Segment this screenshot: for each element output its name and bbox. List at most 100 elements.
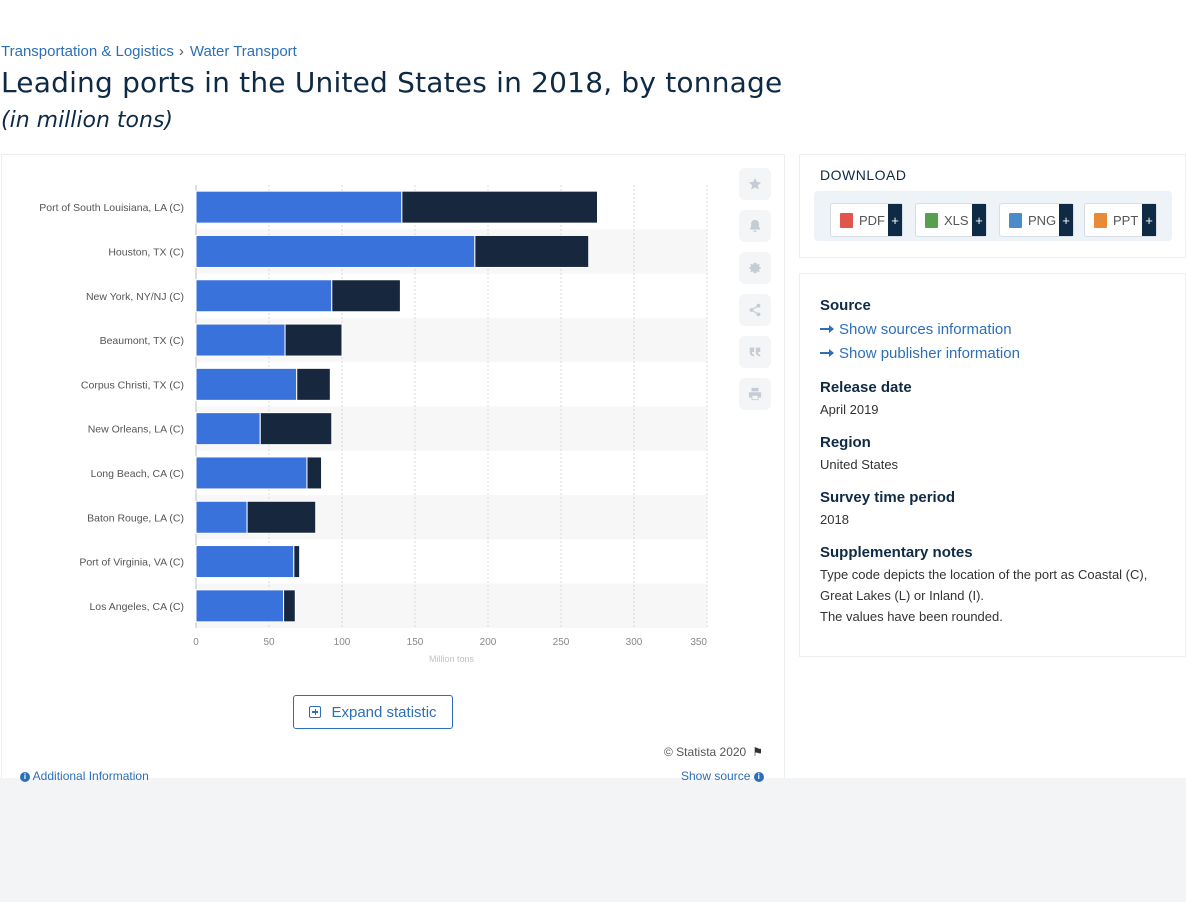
category-label: New Orleans, LA (C): [88, 424, 184, 436]
survey-period-heading: Survey time period: [820, 489, 956, 506]
xls-file-icon: [925, 212, 938, 228]
copyright-text: © Statista 2020: [664, 745, 747, 759]
show-source-label: Show source: [681, 769, 751, 783]
bar-segment-series-2: [284, 323, 343, 357]
statistic-info-panel: Source Show sources information Show pub…: [799, 273, 1186, 657]
page-subtitle: (in million tons): [1, 108, 173, 133]
plus-icon: +: [888, 204, 902, 236]
chart-action-bar: [739, 168, 773, 420]
supplementary-notes-text: Type code depicts the location of the po…: [820, 567, 1148, 603]
bar-segment-series-2: [474, 234, 590, 268]
expand-icon: [309, 706, 322, 718]
plus-icon: +: [972, 204, 986, 236]
bar-segment-series-2: [259, 412, 333, 446]
bar-segment-series-1: [195, 190, 403, 224]
bar-chart: Port of South Louisiana, LA (C) Houston, …: [39, 185, 708, 664]
category-label: Corpus Christi, TX (C): [81, 379, 184, 391]
breadcrumb: Transportation & Logistics › Water Transpo…: [1, 43, 297, 60]
download-button-row: PDF + XLS + PNG + PPT +: [814, 191, 1172, 241]
quote-icon[interactable]: [739, 336, 771, 368]
expand-statistic-label: Expand statistic: [331, 703, 437, 721]
info-icon: i: [753, 771, 764, 782]
print-icon[interactable]: [739, 378, 771, 410]
category-label: Houston, TX (C): [108, 246, 184, 258]
download-ppt-button[interactable]: PPT +: [1084, 203, 1157, 237]
gear-icon[interactable]: [739, 252, 771, 284]
bar-segment-series-2: [296, 367, 331, 401]
info-icon: i: [20, 771, 30, 782]
plus-icon: +: [1059, 204, 1073, 236]
x-tick-label: 50: [263, 637, 275, 648]
star-icon[interactable]: [739, 168, 771, 200]
bar-segment-series-1: [195, 456, 308, 490]
bell-icon[interactable]: [739, 210, 771, 242]
pdf-file-icon: [840, 212, 853, 228]
breadcrumb-separator: ›: [178, 43, 184, 60]
show-publisher-label: Show publisher information: [839, 345, 1020, 362]
download-xls-label: XLS: [944, 212, 969, 228]
copyright-notice: © Statista 2020 ⚑: [664, 745, 763, 759]
category-label: Beaumont, TX (C): [100, 335, 184, 347]
show-sources-label: Show sources information: [839, 321, 1012, 338]
breadcrumb-link-water-transport[interactable]: Water Transport: [189, 43, 297, 60]
show-sources-link[interactable]: Show sources information: [820, 321, 1012, 338]
download-pdf-label: PDF: [859, 212, 885, 228]
bar-segment-series-2: [401, 190, 598, 224]
bar-segment-series-1: [195, 279, 333, 313]
bar-segment-series-2: [306, 456, 323, 490]
supplementary-notes-heading: Supplementary notes: [820, 544, 973, 561]
bar-segment-series-1: [195, 589, 285, 623]
page-title: Leading ports in the United States in 20…: [1, 66, 783, 99]
x-tick-label: 350: [690, 637, 707, 648]
download-panel: DOWNLOAD PDF + XLS + PNG + PPT +: [799, 154, 1186, 258]
category-label: Baton Rouge, LA (C): [87, 512, 184, 524]
category-label: Port of South Louisiana, LA (C): [39, 202, 184, 214]
release-date-value: April 2019: [820, 402, 879, 417]
arrow-right-icon: [820, 349, 834, 358]
show-publisher-link[interactable]: Show publisher information: [820, 345, 1020, 362]
supplementary-notes-rounding: The values have been rounded.: [820, 609, 1003, 624]
show-source-link[interactable]: Show source i: [681, 769, 764, 783]
category-label: Port of Virginia, VA (C): [79, 557, 184, 569]
additional-information-label: Additional Information: [32, 769, 149, 783]
download-png-label: PNG: [1028, 212, 1057, 228]
bar-segment-series-1: [195, 412, 261, 446]
category-label: Los Angeles, CA (C): [89, 601, 184, 613]
flag-icon[interactable]: ⚑: [752, 745, 763, 759]
bar-segment-series-1: [195, 500, 248, 534]
x-axis-title: Million tons: [429, 654, 475, 664]
png-file-icon: [1009, 212, 1022, 228]
x-tick-label: 0: [193, 637, 199, 648]
download-pdf-button[interactable]: PDF +: [830, 203, 903, 237]
download-title: DOWNLOAD: [820, 167, 907, 183]
x-tick-label: 150: [407, 637, 424, 648]
bar-segment-series-1: [195, 323, 286, 357]
region-value: United States: [820, 457, 899, 472]
download-xls-button[interactable]: XLS +: [915, 203, 987, 237]
category-label: New York, NY/NJ (C): [86, 291, 184, 303]
category-label: Long Beach, CA (C): [91, 468, 184, 480]
bar-segment-series-1: [195, 545, 295, 579]
x-tick-label: 200: [480, 637, 497, 648]
share-icon[interactable]: [739, 294, 771, 326]
bar-segment-series-1: [195, 234, 476, 268]
x-tick-label: 250: [553, 637, 570, 648]
source-heading: Source: [820, 297, 871, 314]
survey-period-value: 2018: [820, 512, 849, 527]
bar-segment-series-1: [195, 367, 298, 401]
x-tick-label: 300: [626, 637, 643, 648]
arrow-right-icon: [820, 325, 834, 334]
bar-segment-series-2: [246, 500, 317, 534]
ppt-file-icon: [1094, 212, 1107, 228]
download-png-button[interactable]: PNG +: [999, 203, 1074, 237]
breadcrumb-link-transportation[interactable]: Transportation & Logistics: [1, 43, 174, 60]
plus-icon: +: [1142, 204, 1156, 236]
expand-statistic-button[interactable]: Expand statistic: [293, 695, 453, 729]
bar-segment-series-2: [331, 279, 401, 313]
release-date-heading: Release date: [820, 379, 912, 396]
bar-segment-series-2: [293, 545, 301, 579]
x-tick-label: 100: [334, 637, 351, 648]
download-ppt-label: PPT: [1113, 212, 1139, 228]
additional-information-link[interactable]: i Additional Information: [20, 769, 149, 783]
bar-segment-series-2: [283, 589, 296, 623]
